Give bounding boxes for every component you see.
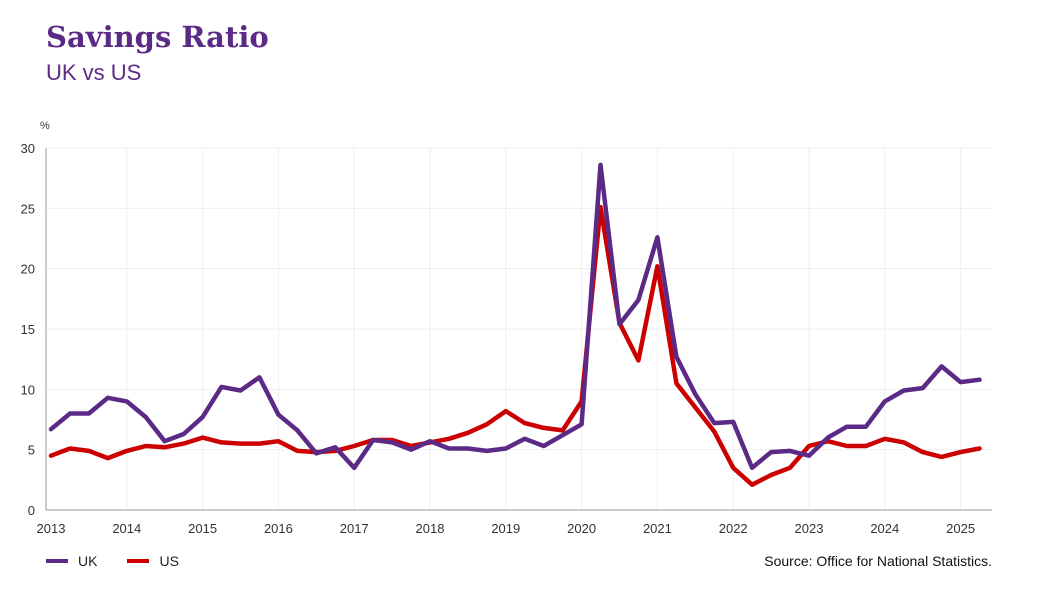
x-tick-label: 2023 [795,521,824,536]
y-tick-label: 15 [21,322,35,337]
y-tick-label: 20 [21,262,35,277]
x-tick-label: 2024 [870,521,899,536]
y-axis-unit: % [40,120,50,132]
x-tick-label: 2017 [340,521,369,536]
x-tick-label: 2018 [416,521,445,536]
x-tick-label: 2015 [188,521,217,536]
x-tick-label: 2014 [112,521,141,536]
y-tick-label: 10 [21,382,35,397]
x-tick-label: 2019 [491,521,520,536]
y-tick-label: 25 [21,201,35,216]
legend-swatch-uk [46,559,68,563]
chart-title: Savings Ratio [46,20,269,54]
x-tick-label: 2022 [719,521,748,536]
y-tick-label: 5 [28,443,35,458]
source-note: Source: Office for National Statistics. [764,553,992,569]
x-tick-label: 2021 [643,521,672,536]
x-tick-label: 2025 [946,521,975,536]
legend: UK US [46,553,179,569]
chart-subtitle: UK vs US [46,60,142,85]
legend-label-uk: UK [78,553,98,569]
x-tick-label: 2013 [37,521,66,536]
legend-item-us: US [127,553,179,569]
legend-label-us: US [159,553,179,569]
series-line-uk [48,162,982,471]
legend-swatch-us [127,559,150,563]
legend-item-uk: UK [46,553,97,569]
y-tick-label: 30 [21,141,35,156]
x-tick-label: 2020 [567,521,596,536]
x-tick-label: 2016 [264,521,293,536]
y-tick-label: 0 [28,503,35,518]
